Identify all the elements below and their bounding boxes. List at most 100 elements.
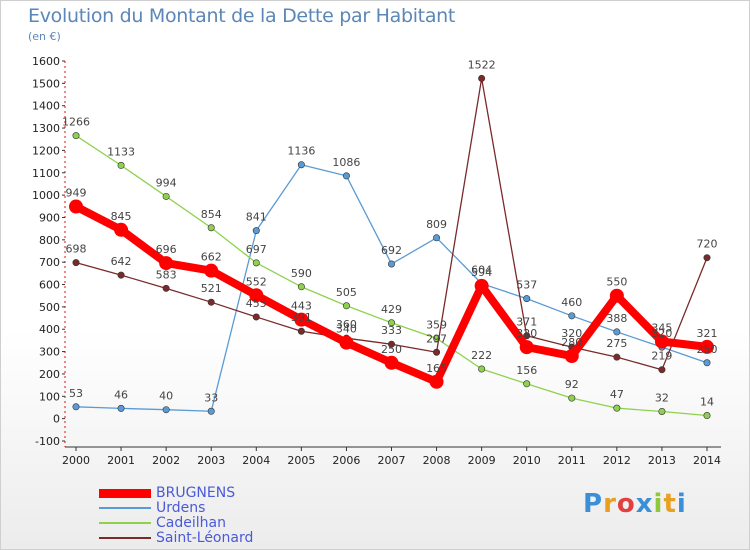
chart-title: Evolution du Montant de la Dette par Hab… [28, 5, 456, 27]
data-point-brugnens [114, 222, 129, 237]
data-point-brugnens [609, 288, 624, 303]
data-label-brugnens: 321 [697, 327, 718, 340]
y-tick-label: 600 [39, 279, 60, 292]
data-point-cadeilhan [568, 394, 576, 402]
data-label-brugnens: 662 [201, 251, 222, 264]
y-tick-label: 1500 [32, 77, 60, 90]
x-tick-label: 2002 [152, 454, 180, 467]
data-label-urdens: 320 [651, 327, 672, 340]
data-label-cadeilhan: 92 [565, 378, 579, 391]
data-label-cadeilhan: 429 [381, 303, 402, 316]
data-point-saint-l-onard [613, 353, 621, 361]
data-point-saint-l-onard [658, 366, 666, 374]
data-label-saint-l-onard: 219 [651, 350, 672, 363]
data-label-urdens: 53 [69, 387, 83, 400]
data-point-saint-l-onard [117, 271, 125, 279]
legend: BRUGNENS Urdens Cadeilhan Saint-Léonard [99, 486, 349, 546]
x-tick-label: 2008 [423, 454, 451, 467]
legend-swatch [99, 507, 151, 509]
data-point-cadeilhan [523, 380, 531, 388]
series-layer [69, 74, 714, 420]
data-point-saint-l-onard [703, 254, 711, 262]
data-point-brugnens [429, 374, 444, 389]
x-tick-label: 2000 [62, 454, 90, 467]
x-tick-label: 2004 [242, 454, 270, 467]
y-tick-label: 500 [39, 301, 60, 314]
y-tick-label: 200 [39, 368, 60, 381]
data-label-urdens: 1136 [287, 145, 315, 158]
data-label-brugnens: 550 [606, 276, 627, 289]
x-tick-label: 2006 [332, 454, 360, 467]
data-point-brugnens [564, 349, 579, 364]
data-point-brugnens [384, 355, 399, 370]
data-label-urdens: 388 [606, 312, 627, 325]
y-tick-label: 300 [39, 346, 60, 359]
data-label-cadeilhan: 1133 [107, 145, 135, 158]
logo-letter: i [653, 489, 664, 519]
data-point-brugnens [654, 334, 669, 349]
data-point-brugnens [519, 340, 534, 355]
legend-swatch [99, 489, 151, 498]
data-point-cadeilhan [162, 192, 170, 200]
data-point-urdens [568, 312, 576, 320]
data-label-cadeilhan: 697 [246, 243, 267, 256]
data-point-urdens [117, 404, 125, 412]
axes: -100 0 100 200 300 400 500 600 700 800 900 1000 1100… [32, 55, 721, 467]
data-point-brugnens [69, 199, 83, 214]
y-tick-label: 0 [53, 413, 60, 426]
data-point-urdens [613, 328, 621, 336]
data-label-saint-l-onard: 297 [426, 332, 447, 345]
legend-swatch [99, 522, 151, 524]
data-point-saint-l-onard [162, 284, 170, 292]
data-point-urdens [72, 403, 80, 411]
data-label-saint-l-onard: 698 [66, 243, 87, 256]
data-point-cadeilhan [297, 283, 305, 291]
legend-item: BRUGNENS [99, 486, 349, 501]
logo-letter: i [676, 489, 687, 519]
data-label-brugnens: 552 [246, 275, 267, 288]
data-label-saint-l-onard: 391 [291, 311, 312, 324]
data-label-urdens: 40 [159, 390, 173, 403]
data-point-cadeilhan [387, 319, 395, 327]
data-label-urdens: 537 [516, 279, 537, 292]
data-point-cadeilhan [478, 365, 486, 373]
data-label-cadeilhan: 359 [426, 318, 447, 331]
data-label-saint-l-onard: 642 [111, 255, 132, 268]
data-label-urdens: 809 [426, 218, 447, 231]
data-point-urdens [207, 407, 215, 415]
data-label-brugnens: 340 [336, 323, 357, 336]
data-point-brugnens [204, 263, 219, 278]
x-tick-label: 2007 [378, 454, 406, 467]
data-point-saint-l-onard [72, 259, 80, 267]
y-tick-label: 400 [39, 323, 60, 336]
data-label-cadeilhan: 505 [336, 286, 357, 299]
y-tick-label: 1300 [32, 122, 60, 135]
data-label-brugnens: 443 [291, 300, 312, 313]
data-point-urdens [433, 234, 441, 242]
data-point-urdens [297, 161, 305, 169]
data-point-urdens [252, 227, 260, 235]
y-tick-label: 1000 [32, 189, 60, 202]
data-point-saint-l-onard [478, 74, 486, 82]
data-point-cadeilhan [342, 302, 350, 310]
x-tick-label: 2009 [468, 454, 496, 467]
y-tick-label: -100 [35, 435, 60, 448]
data-point-cadeilhan [658, 407, 666, 415]
data-point-brugnens [474, 278, 489, 293]
x-tick-label: 2001 [107, 454, 135, 467]
data-label-brugnens: 845 [111, 210, 132, 223]
legend-label: Saint-Léonard [156, 530, 254, 546]
data-point-brugnens [159, 256, 174, 271]
y-tick-label: 1100 [32, 167, 60, 180]
x-tick-label: 2014 [693, 454, 721, 467]
data-point-cadeilhan [72, 132, 80, 140]
data-point-saint-l-onard [207, 298, 215, 306]
legend-label: Cadeilhan [156, 515, 226, 531]
data-label-urdens: 692 [381, 244, 402, 257]
data-point-saint-l-onard [387, 340, 395, 348]
legend-swatch [99, 537, 151, 539]
data-label-saint-l-onard: 320 [561, 327, 582, 340]
data-label-cadeilhan: 590 [291, 267, 312, 280]
logo-letter: o [616, 489, 636, 519]
